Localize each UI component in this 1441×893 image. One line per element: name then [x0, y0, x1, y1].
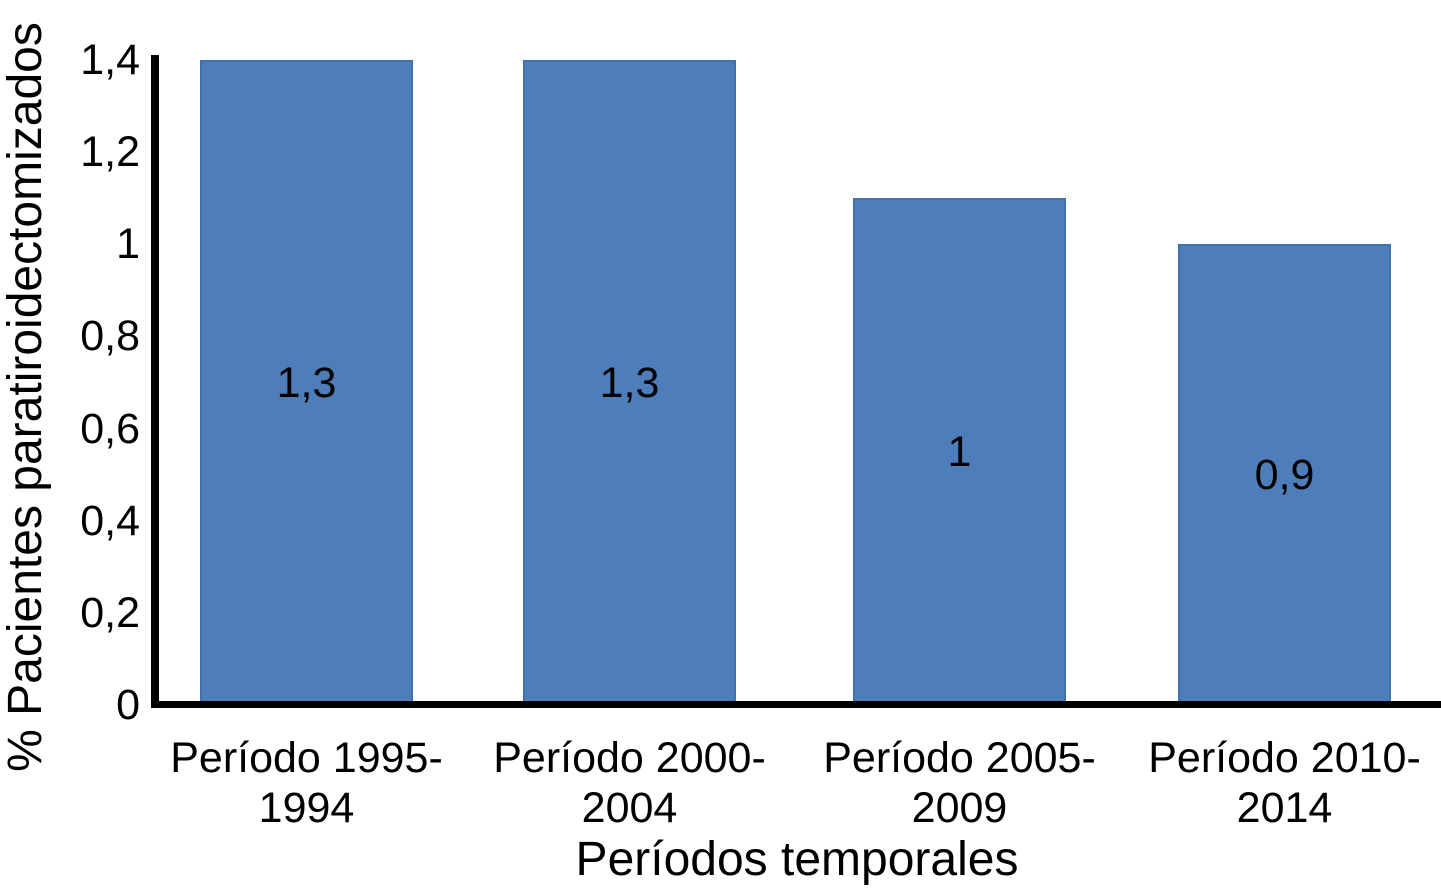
- x-category-label: Período 2010- 2014: [1118, 733, 1441, 833]
- x-category-label-line: Período 2000-: [493, 734, 766, 782]
- x-category-label-line: 1994: [258, 784, 355, 832]
- y-tick-label: 1,2: [80, 128, 140, 177]
- x-category-label-line: Período 2005-: [823, 734, 1096, 782]
- x-category-label-line: Período 2010-: [1148, 734, 1421, 782]
- bar-value-label: 1,3: [276, 358, 337, 407]
- x-category-label-line: 2009: [911, 784, 1008, 832]
- x-category-label: Período 1995- 1994: [140, 733, 473, 833]
- y-tick-label: 0,8: [80, 312, 140, 361]
- bar: [523, 60, 736, 705]
- bar: [200, 60, 413, 705]
- x-category-label: Período 2000- 2004: [463, 733, 796, 833]
- y-axis-line: [151, 55, 159, 708]
- y-tick-label: 1: [116, 220, 140, 269]
- y-tick-label: 0: [116, 681, 140, 729]
- x-axis-title: Períodos temporales: [575, 833, 1019, 886]
- bar: [1178, 244, 1391, 705]
- bar-value-label: 1,3: [599, 358, 660, 407]
- x-category-label-line: 2004: [581, 784, 678, 832]
- x-category-label-line: Período 1995-: [170, 734, 443, 782]
- y-tick-label: 1,4: [80, 36, 140, 84]
- y-tick-label: 0,4: [80, 496, 140, 545]
- bar-value-label: 0,9: [1254, 450, 1315, 499]
- y-tick-label: 0,6: [80, 404, 140, 453]
- x-axis-line: [151, 701, 1441, 708]
- x-category-label: Período 2005- 2009: [793, 733, 1126, 833]
- bar-value-label: 1: [947, 427, 972, 476]
- bar: [853, 198, 1066, 705]
- x-category-label-line: 2014: [1236, 784, 1333, 832]
- y-tick-label: 0,2: [80, 588, 140, 637]
